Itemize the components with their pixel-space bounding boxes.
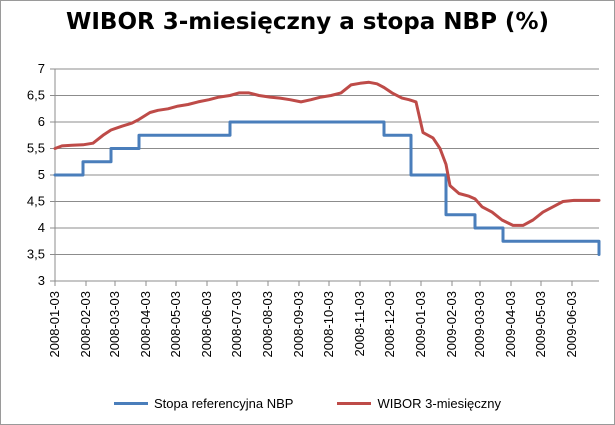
x-tick-label: 2009-05-03 [533, 291, 548, 358]
x-tick-label: 2008-02-03 [78, 291, 93, 358]
legend-swatch-wibor [337, 401, 372, 405]
series-line-nbp [53, 120, 601, 256]
y-tick-label: 5,5 [27, 141, 45, 156]
legend-item-nbp: Stopa referencyjna NBP [114, 396, 293, 411]
x-tick-label: 2008-04-03 [138, 291, 153, 358]
x-tick-label: 2008-12-03 [382, 291, 397, 358]
legend: Stopa referencyjna NBP WIBOR 3-miesięczn… [1, 393, 614, 413]
x-tick-label: 2008-01-03 [47, 291, 62, 358]
x-tick-label: 2008-11-03 [352, 291, 367, 357]
x-tick-label: 2009-02-03 [444, 291, 459, 358]
x-tick-label: 2009-03-03 [472, 291, 487, 358]
x-tick-label: 2009-01-03 [413, 291, 428, 358]
x-tick-label: 2009-06-03 [564, 291, 579, 358]
x-tick-label: 2008-08-03 [260, 291, 275, 358]
x-tick-label: 2008-05-03 [168, 291, 183, 358]
legend-item-wibor: WIBOR 3-miesięczny [337, 396, 501, 411]
chart-title: WIBOR 3-miesięczny a stopa NBP (%) [65, 9, 549, 35]
y-tick-label: 4,5 [27, 194, 45, 209]
x-tick-label: 2008-10-03 [321, 291, 336, 358]
x-tick-label: 2008-03-03 [107, 291, 122, 358]
x-tick-label: 2008-07-03 [229, 291, 244, 358]
y-tick-label: 6,5 [27, 88, 45, 103]
x-tick-label: 2008-09-03 [291, 291, 306, 358]
y-tick-label: 5 [38, 167, 45, 182]
y-tick-label: 3 [38, 273, 45, 288]
legend-swatch-nbp [114, 401, 148, 405]
y-tick-label: 4 [38, 220, 45, 235]
legend-label-wibor: WIBOR 3-miesięczny [377, 395, 501, 411]
y-tick-label: 3,5 [27, 247, 45, 262]
x-tick-label: 2008-06-03 [199, 291, 214, 358]
y-tick-label: 6 [38, 114, 45, 129]
x-tick-label: 2009-04-03 [503, 291, 518, 358]
legend-label-nbp: Stopa referencyjna NBP [154, 395, 294, 411]
y-tick-label: 7 [38, 61, 45, 76]
series-line-wibor [53, 80, 601, 227]
